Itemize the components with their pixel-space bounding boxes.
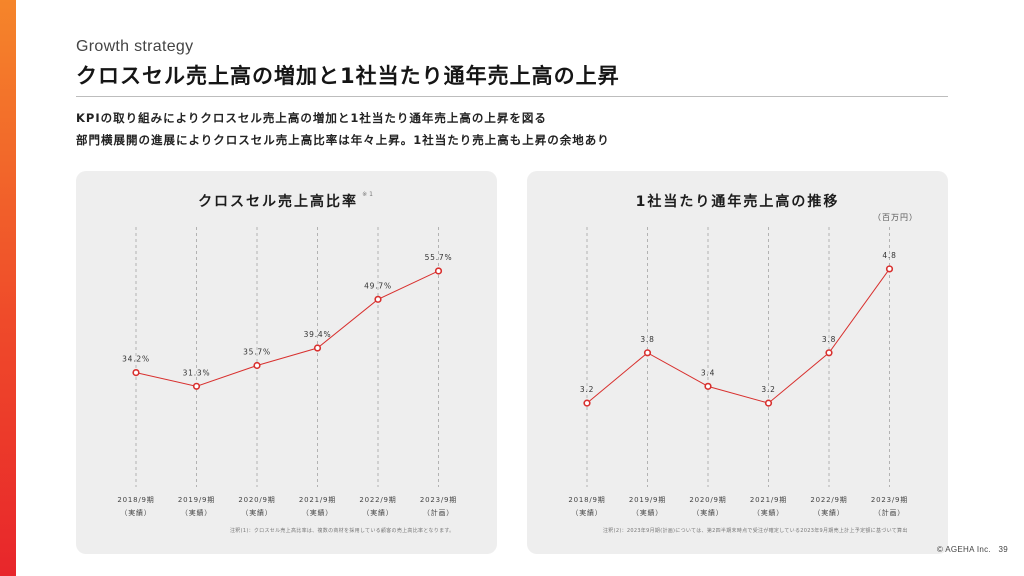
revenue-data-point — [704, 382, 712, 390]
revenue-per-company-title: 1社当たり通年売上高の推移 — [635, 194, 840, 210]
revenue-x-tick-label: 2023/9期 — [871, 496, 908, 504]
title-divider — [76, 96, 948, 97]
cross-sell-data-point — [253, 361, 261, 370]
revenue-data-point — [885, 265, 894, 273]
section-eyebrow: Growth strategy — [76, 38, 194, 55]
cross-sell-series-line — [135, 270, 439, 387]
revenue-x-tick-label: 2022/9期 — [810, 496, 847, 504]
revenue-x-tick-sublabel: （実績） — [692, 508, 723, 517]
lead-text-2: 部門横展開の進展によりクロスセル売上高比率は年々上昇。1社当たり売上高も上昇の余… — [76, 133, 610, 147]
cross-sell-x-tick-sublabel: （実績） — [241, 508, 272, 517]
cross-sell-x-tick-sublabel: （実績） — [120, 508, 151, 517]
revenue-per-company-panel: 1社当たり通年売上高の推移 （百万円） 3.2 2018/9期 （実績） 3.8 201… — [527, 171, 948, 554]
revenue-x-tick-sublabel: （実績） — [632, 508, 663, 517]
cross-sell-x-tick-sublabel: （計画） — [423, 508, 454, 517]
cross-sell-value-label: 55.7% — [425, 253, 453, 262]
cross-sell-data-point — [434, 267, 443, 275]
unit-label: （百万円） — [873, 213, 918, 222]
cross-sell-x-tick-label: 2023/9期 — [420, 496, 457, 504]
cross-sell-ratio-chart: 34.2% 2018/9期 （実績） 31.3% 2019/9期 （実績） 35.7% 202… — [117, 227, 457, 517]
cross-sell-data-point — [374, 295, 382, 303]
revenue-per-company-chart: 3.2 2018/9期 （実績） 3.8 2019/9期 （実績） 3.4 2020/9期 （実… — [568, 227, 908, 517]
revenue-x-tick-sublabel: （実績） — [571, 508, 602, 517]
cross-sell-value-label: 49.7% — [364, 281, 392, 290]
revenue-value-label: 3.8 — [822, 335, 836, 344]
revenue-data-point — [825, 349, 833, 357]
revenue-data-point — [764, 399, 773, 407]
revenue-series-line — [586, 268, 890, 404]
revenue-data-point — [643, 349, 652, 357]
cross-sell-value-label: 39.4% — [304, 330, 332, 339]
revenue-x-tick-sublabel: （計画） — [874, 508, 905, 517]
slide-title: クロスセル売上高の増加と1社当たり通年売上高の上昇 — [76, 64, 620, 88]
cross-sell-x-tick-label: 2020/9期 — [238, 496, 275, 504]
revenue-value-label: 4.8 — [882, 251, 896, 260]
copyright-footer: © AGEHA Inc. 39 — [937, 545, 1008, 554]
page-number: 39 — [998, 545, 1008, 554]
cross-sell-x-tick-sublabel: （実績） — [302, 508, 333, 517]
cross-sell-data-point — [313, 344, 322, 352]
revenue-x-tick-label: 2020/9期 — [689, 496, 726, 504]
revenue-x-tick-label: 2019/9期 — [629, 496, 666, 504]
revenue-x-tick-sublabel: （実績） — [753, 508, 784, 517]
revenue-value-label: 3.2 — [761, 385, 775, 394]
revenue-value-label: 3.2 — [580, 385, 594, 394]
cross-sell-x-tick-label: 2018/9期 — [117, 496, 154, 504]
lead-text-1: KPIの取り組みによりクロスセル売上高の増加と1社当たり通年売上高の上昇を図る — [76, 111, 547, 125]
cross-sell-x-tick-sublabel: （実績） — [181, 508, 212, 517]
cross-sell-data-point — [192, 382, 201, 390]
cross-sell-x-tick-sublabel: （実績） — [362, 508, 393, 517]
cross-sell-footnote: 注釈(1)：クロスセル売上高比率は、複数の商材を採用している顧客の売上高比率とな… — [230, 528, 455, 534]
cross-sell-data-point — [132, 369, 140, 377]
revenue-x-tick-label: 2021/9期 — [750, 496, 787, 504]
cross-sell-x-tick-label: 2021/9期 — [299, 496, 336, 504]
revenue-value-label: 3.8 — [640, 335, 654, 344]
revenue-value-label: 3.4 — [701, 368, 715, 377]
cross-sell-value-label: 35.7% — [243, 348, 271, 357]
copyright-text: © AGEHA Inc. — [936, 545, 991, 554]
cross-sell-value-label: 34.2% — [122, 355, 150, 364]
note-mark: ※1 — [362, 191, 375, 198]
cross-sell-chart-title: クロスセル売上高比率 ※1 — [76, 191, 497, 211]
revenue-footnote: 注釈(2)：2023年9月期(計画)については、第2四半期末時点で受注が確定して… — [603, 528, 908, 534]
cross-sell-x-tick-label: 2019/9期 — [178, 496, 215, 504]
revenue-x-tick-label: 2018/9期 — [568, 496, 605, 504]
revenue-x-tick-sublabel: （実績） — [813, 508, 844, 517]
cross-sell-ratio-panel: クロスセル売上高比率 ※1 34.2% 2018/9期 （実績） 31.3% 2019/9… — [76, 171, 497, 554]
cross-sell-value-label: 31.3% — [183, 368, 211, 377]
revenue-data-point — [583, 399, 591, 407]
cross-sell-x-tick-label: 2022/9期 — [359, 496, 396, 504]
accent-gradient-bar — [0, 0, 16, 576]
cross-sell-title-text: クロスセル売上高比率 — [198, 194, 359, 210]
